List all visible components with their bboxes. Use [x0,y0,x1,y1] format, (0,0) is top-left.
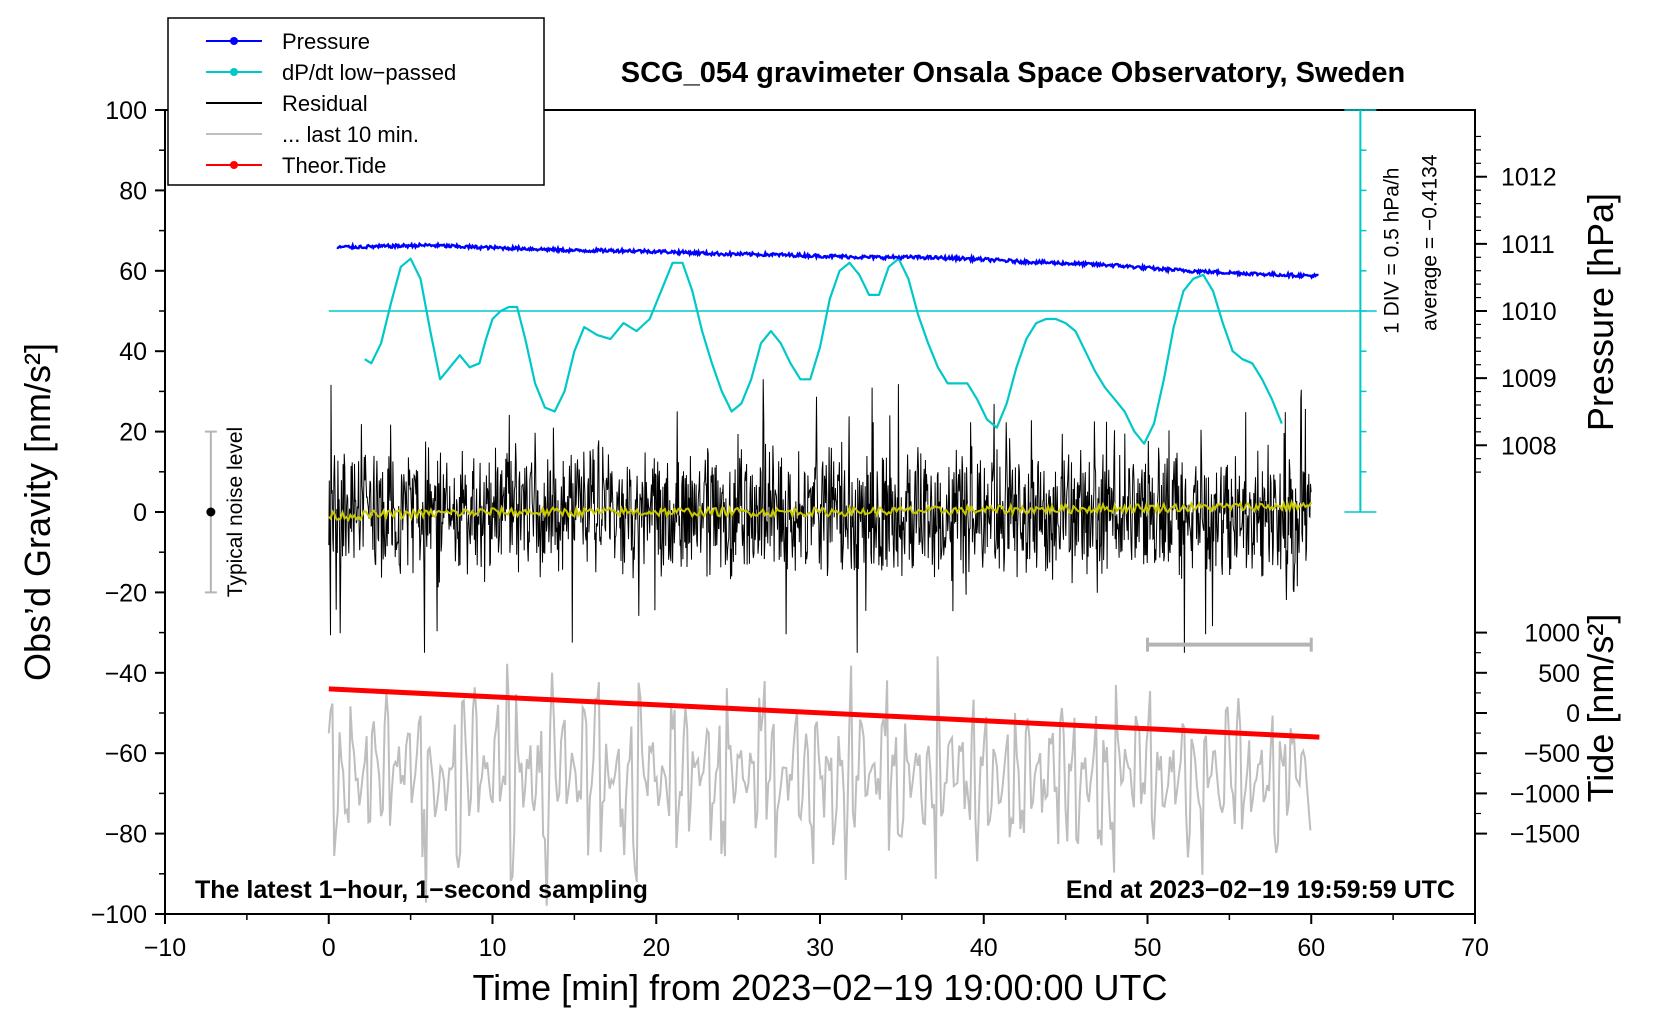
series-residual [328,379,1312,653]
y-axis-title-tide: Tide [nm/s²] [1580,614,1621,803]
legend-box [167,17,545,186]
y-tick-label: −20 [105,579,147,607]
y-tick-label: −40 [105,660,147,688]
y-tick-label: −100 [91,901,147,929]
y-tick-label: 40 [119,338,147,366]
y-tick-label: −80 [105,821,147,849]
legend: Pressure dP/dt low−passed Residual ... last… [167,17,545,186]
legend-label: Pressure [282,29,370,54]
annotation-end-time: End at 2023−02−19 19:59:59 UTC [1066,876,1455,904]
legend-swatch-marker [230,68,238,76]
x-tick-label: 50 [1134,934,1162,962]
x-tick-label: 30 [806,934,834,962]
tide-tick-label: −500 [1524,740,1580,768]
legend-swatch-marker [230,161,238,169]
x-tick-label: −10 [144,934,186,962]
y-tick-label: 0 [133,499,147,527]
pressure-tick-label: 1008 [1501,432,1557,460]
noise-bar-center-dot [206,507,216,517]
series-last-10-min [327,656,1312,906]
dpdt-div-label: 1 DIV = 0.5 hPa/h [1380,168,1403,334]
pressure-tick-label: 1011 [1501,231,1555,259]
annotation-sampling: The latest 1−hour, 1−second sampling [195,876,648,904]
pressure-tick-label: 1010 [1501,298,1557,326]
legend-label: ... last 10 min. [282,122,419,147]
y-axis-title-pressure: Pressure [hPa] [1580,193,1621,431]
legend-label: Residual [282,91,368,116]
tide-tick-label: 1000 [1524,620,1580,648]
series-pressure [336,241,1319,280]
legend-swatch-marker [230,37,238,45]
y-axis-title-left: Obs’d Gravity [nm/s²] [17,343,58,681]
pressure-tick-label: 1012 [1501,164,1557,192]
x-tick-label: 70 [1461,934,1489,962]
noise-level-label: Typical noise level [224,427,247,597]
series-dpdt [364,257,1283,445]
x-tick-label: 10 [479,934,507,962]
y-tick-label: −60 [105,740,147,768]
y-tick-label: 20 [119,419,147,447]
x-tick-label: 20 [642,934,670,962]
y-tick-label: 100 [105,97,147,125]
legend-label: dP/dt low−passed [282,60,456,85]
x-tick-label: 60 [1297,934,1325,962]
tide-tick-label: 0 [1566,700,1580,728]
annotation-layer: SCG_054 gravimeter Onsala Space Observat… [195,57,1455,904]
series-theor-tide [328,686,1320,740]
legend-label: Theor.Tide [282,153,386,178]
tide-tick-label: −1500 [1510,821,1580,849]
y-tick-label: 80 [119,177,147,205]
pressure-tick-label: 1009 [1501,365,1557,393]
plot-data-layer [327,241,1377,906]
x-axis-title: Time [min] from 2023−02−19 19:00:00 UTC [472,967,1167,1008]
x-tick-label: 0 [322,934,336,962]
dpdt-average-label: average = −0.4134 [1418,154,1441,331]
chart-title: SCG_054 gravimeter Onsala Space Observat… [621,57,1405,89]
series-residual-smoothed [328,498,1313,523]
x-tick-label: 40 [970,934,998,962]
y-tick-label: 60 [119,258,147,286]
axes-layer: −10 0 10 20 30 40 50 60 70100806040200−20−40−60−… [17,97,1621,1008]
tide-tick-label: 500 [1538,660,1580,688]
tide-tick-label: −1000 [1510,780,1580,808]
